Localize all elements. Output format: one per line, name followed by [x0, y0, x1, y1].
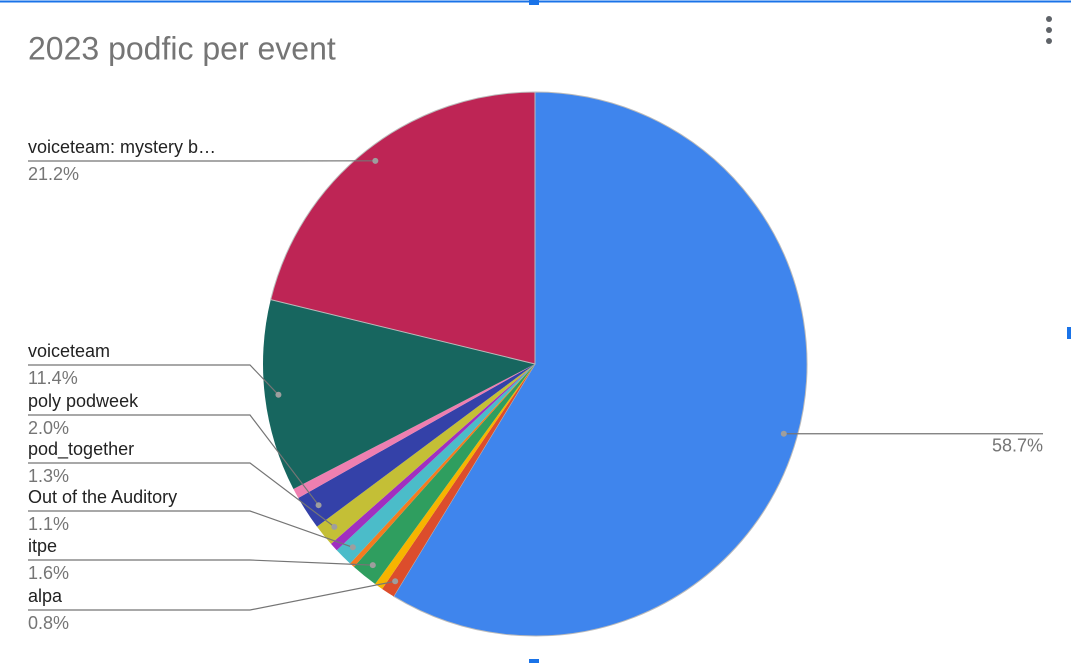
- slice-value-label: 1.6%: [28, 563, 69, 583]
- menu-button[interactable]: [1046, 16, 1052, 44]
- slice-value-label: 1.3%: [28, 466, 69, 486]
- leader-line: [28, 414, 320, 506]
- pie-slice: [270, 91, 536, 365]
- pie-slice: [350, 364, 535, 567]
- slice-label: voiceteam: [28, 341, 110, 361]
- chart-title: 2023 podfic per event: [28, 30, 336, 66]
- leader-line: [28, 580, 396, 611]
- resize-handle[interactable]: [529, 0, 539, 5]
- leader-line: [28, 364, 279, 396]
- leader-dot: [369, 562, 376, 569]
- slice-label: itpe: [28, 536, 57, 556]
- slice-value-label: 2.0%: [28, 418, 69, 438]
- slice-label: pod_together: [28, 439, 134, 460]
- leader-dot: [392, 578, 399, 585]
- pie-slice: [382, 364, 535, 597]
- leader-dot: [275, 391, 282, 398]
- slice-value-label: 1.1%: [28, 514, 69, 534]
- pie-slice: [330, 364, 535, 551]
- pie-slice: [375, 364, 535, 589]
- menu-dot: [1046, 27, 1052, 33]
- leader-dot: [349, 544, 356, 551]
- slice-value-label: 11.4%: [28, 368, 78, 388]
- slice-label: poly podweek: [28, 391, 139, 411]
- leader-line: [28, 462, 335, 528]
- pie-slice: [262, 299, 535, 490]
- leader-line: [28, 559, 373, 566]
- leader-dot: [331, 523, 338, 530]
- slice-label: alpa: [28, 586, 63, 606]
- slice-value-label: 0.8%: [28, 613, 69, 633]
- pie-slice: [392, 91, 808, 637]
- leader-dot: [780, 430, 787, 437]
- pie-slice: [316, 364, 535, 544]
- slice-value-label: 21.2%: [28, 164, 79, 184]
- pie-slice: [298, 364, 535, 527]
- pie-slice: [293, 364, 535, 499]
- resize-handle[interactable]: [1067, 327, 1071, 339]
- pie-slice: [353, 364, 535, 585]
- slice-value-label: 58.7%: [992, 435, 1043, 455]
- leader-line: [28, 510, 354, 548]
- leader-dot: [372, 157, 379, 164]
- menu-dot: [1046, 16, 1052, 22]
- resize-handle[interactable]: [529, 659, 539, 663]
- leader-dot: [315, 502, 322, 509]
- pie-slice: [336, 364, 535, 564]
- slice-label: voiceteam: mystery b…: [28, 137, 216, 157]
- menu-dot: [1046, 38, 1052, 44]
- slice-label: Out of the Auditory: [28, 487, 177, 507]
